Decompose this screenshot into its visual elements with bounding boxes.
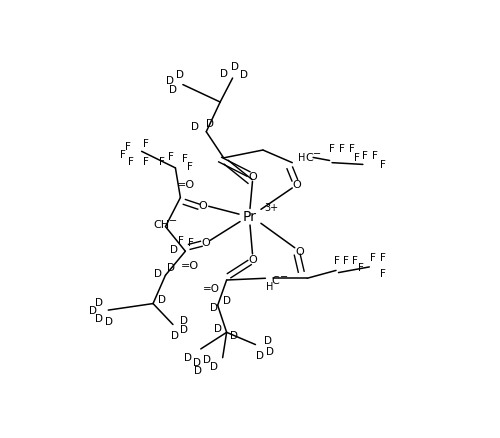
Text: O: O xyxy=(248,172,257,182)
Text: C: C xyxy=(272,276,279,286)
Text: F: F xyxy=(349,144,355,154)
Text: F: F xyxy=(354,153,360,162)
Text: F: F xyxy=(334,255,340,265)
Text: D: D xyxy=(168,263,175,273)
Text: C: C xyxy=(306,153,313,163)
Text: O: O xyxy=(248,254,257,265)
Text: D: D xyxy=(210,303,218,313)
Text: D: D xyxy=(192,122,200,132)
Text: D: D xyxy=(214,323,222,333)
Text: D: D xyxy=(166,76,174,86)
Text: D: D xyxy=(169,85,177,95)
Text: F: F xyxy=(158,157,164,167)
Text: F: F xyxy=(182,154,188,164)
Text: 3+: 3+ xyxy=(264,202,278,212)
Text: O: O xyxy=(296,247,304,257)
Text: D: D xyxy=(158,294,166,304)
Text: F: F xyxy=(120,149,126,159)
Text: D: D xyxy=(176,70,184,79)
Text: F: F xyxy=(188,161,194,171)
Text: D: D xyxy=(202,354,210,364)
Text: D: D xyxy=(154,268,162,279)
Text: D: D xyxy=(90,305,98,315)
Text: −: − xyxy=(280,272,288,282)
Text: =O: =O xyxy=(203,283,220,293)
Text: D: D xyxy=(231,62,239,72)
Text: H: H xyxy=(298,153,305,163)
Text: D: D xyxy=(106,316,114,326)
Text: F: F xyxy=(358,262,364,272)
Text: F: F xyxy=(339,144,345,154)
Text: O: O xyxy=(198,201,207,211)
Text: D: D xyxy=(180,324,188,334)
Text: −: − xyxy=(313,149,321,159)
Text: F: F xyxy=(168,152,173,161)
Text: H: H xyxy=(266,281,273,291)
Text: F: F xyxy=(142,156,148,166)
Text: D: D xyxy=(206,119,214,129)
Text: F: F xyxy=(343,255,349,265)
Text: D: D xyxy=(220,69,228,79)
Text: F: F xyxy=(329,144,335,154)
Text: D: D xyxy=(193,357,201,367)
Text: Pr: Pr xyxy=(243,210,257,224)
Text: D: D xyxy=(210,360,218,371)
Text: D: D xyxy=(180,315,188,325)
Text: F: F xyxy=(380,268,386,278)
Text: D: D xyxy=(194,365,202,375)
Text: D: D xyxy=(172,331,179,341)
Text: D: D xyxy=(96,297,104,307)
Text: D: D xyxy=(96,313,104,323)
Text: F: F xyxy=(142,138,148,148)
Text: O: O xyxy=(201,238,209,248)
Text: O: O xyxy=(293,179,302,189)
Text: =O: =O xyxy=(178,180,196,190)
Text: D: D xyxy=(184,352,192,362)
Text: F: F xyxy=(188,238,194,248)
Text: =O: =O xyxy=(182,261,200,271)
Text: D: D xyxy=(240,70,248,79)
Text: F: F xyxy=(124,142,130,152)
Text: F: F xyxy=(352,255,358,265)
Text: F: F xyxy=(372,151,378,160)
Text: F: F xyxy=(178,236,184,246)
Text: CH: CH xyxy=(154,220,170,230)
Text: F: F xyxy=(128,156,134,166)
Text: −: − xyxy=(169,215,177,226)
Text: F: F xyxy=(380,253,386,263)
Text: D: D xyxy=(170,244,178,254)
Text: D: D xyxy=(230,330,238,340)
Text: D: D xyxy=(266,346,274,356)
Text: D: D xyxy=(256,351,264,360)
Text: F: F xyxy=(370,253,376,263)
Text: F: F xyxy=(380,159,386,169)
Text: D: D xyxy=(222,295,230,305)
Text: F: F xyxy=(362,151,368,160)
Text: D: D xyxy=(264,336,272,346)
